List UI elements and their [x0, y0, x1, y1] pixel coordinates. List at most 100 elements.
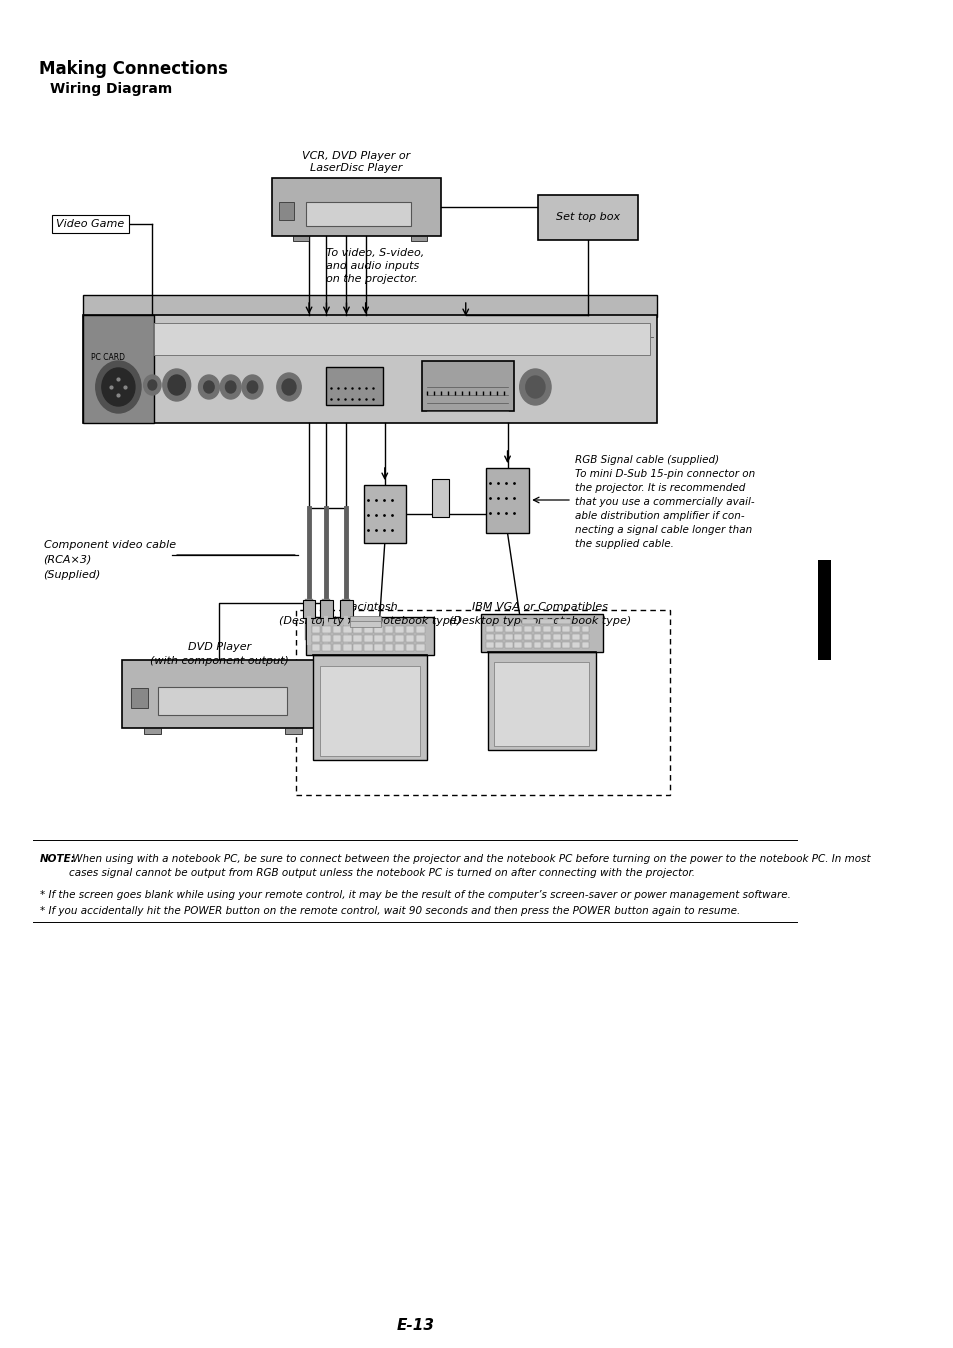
Bar — [284, 728, 302, 735]
Bar — [533, 642, 541, 648]
Bar — [303, 600, 314, 617]
Bar — [432, 479, 449, 518]
Bar — [416, 625, 424, 634]
Bar — [411, 236, 426, 241]
Circle shape — [247, 381, 257, 394]
Bar — [523, 634, 532, 640]
Bar — [533, 634, 541, 640]
Bar — [322, 625, 331, 634]
Bar — [552, 625, 560, 632]
Bar — [374, 644, 383, 651]
Circle shape — [144, 375, 161, 395]
Bar — [552, 634, 560, 640]
Bar — [374, 635, 383, 642]
Bar — [350, 620, 381, 627]
Bar — [561, 625, 570, 632]
Bar — [405, 635, 414, 642]
Bar — [581, 634, 589, 640]
Bar — [557, 619, 571, 624]
Text: (Supplied): (Supplied) — [44, 570, 101, 580]
Circle shape — [198, 375, 219, 399]
Bar — [514, 642, 522, 648]
Bar — [504, 634, 512, 640]
Bar — [537, 195, 638, 240]
Circle shape — [276, 373, 301, 400]
Circle shape — [95, 361, 141, 412]
Bar — [294, 236, 309, 241]
Circle shape — [168, 375, 185, 395]
Bar — [572, 634, 579, 640]
Circle shape — [282, 379, 295, 395]
Bar — [83, 315, 154, 423]
Bar — [485, 625, 493, 632]
Bar — [353, 635, 362, 642]
Bar — [485, 468, 529, 532]
Circle shape — [225, 381, 235, 394]
Bar — [416, 635, 424, 642]
Bar — [154, 324, 650, 355]
Bar — [322, 644, 331, 651]
Bar — [581, 642, 589, 648]
Text: Set top box: Set top box — [555, 212, 619, 222]
Bar — [278, 202, 294, 220]
Bar — [485, 642, 493, 648]
Bar — [514, 625, 522, 632]
Bar — [395, 625, 403, 634]
Bar — [343, 644, 352, 651]
Bar — [487, 652, 596, 749]
Circle shape — [102, 368, 134, 406]
Text: (Desktop type or notebook type): (Desktop type or notebook type) — [448, 616, 630, 625]
Text: Component video cable: Component video cable — [44, 541, 175, 550]
Bar — [495, 634, 502, 640]
Bar — [523, 642, 532, 648]
Bar — [552, 642, 560, 648]
Bar — [480, 613, 602, 652]
Text: (with component output): (with component output) — [150, 656, 289, 666]
Bar — [83, 315, 657, 423]
Text: * If the screen goes blank while using your remote control, it may be the result: * If the screen goes blank while using y… — [40, 890, 790, 900]
Bar — [422, 361, 513, 411]
Bar — [350, 616, 381, 621]
Bar — [384, 635, 393, 642]
Bar — [522, 619, 536, 624]
Text: Macintosh: Macintosh — [341, 603, 397, 612]
Text: RGB Signal cable (supplied)
To mini D-Sub 15-pin connector on
the projector. It : RGB Signal cable (supplied) To mini D-Su… — [574, 456, 754, 549]
Text: VCR, DVD Player or
LaserDisc Player: VCR, DVD Player or LaserDisc Player — [301, 151, 410, 173]
Bar — [405, 625, 414, 634]
Bar — [818, 559, 830, 661]
Circle shape — [525, 376, 544, 398]
Bar — [495, 625, 502, 632]
Text: PC CARD: PC CARD — [91, 353, 125, 363]
Bar — [405, 644, 414, 651]
Bar — [320, 600, 333, 617]
Bar — [561, 634, 570, 640]
Bar — [363, 485, 405, 543]
Text: Making Connections: Making Connections — [39, 61, 228, 78]
Bar — [320, 666, 419, 756]
Bar — [572, 625, 579, 632]
Bar — [542, 642, 551, 648]
Bar — [374, 625, 383, 634]
Bar — [312, 625, 320, 634]
Bar — [333, 644, 341, 651]
Bar — [122, 661, 317, 728]
Bar — [131, 687, 148, 708]
Circle shape — [519, 369, 551, 404]
Bar — [539, 619, 553, 624]
Text: Video Game: Video Game — [56, 218, 125, 229]
Bar — [384, 625, 393, 634]
Bar — [504, 642, 512, 648]
Text: DVD Player: DVD Player — [188, 642, 251, 652]
Bar — [295, 611, 670, 795]
Bar — [340, 600, 353, 617]
Text: (Desktop type or notebook type): (Desktop type or notebook type) — [278, 616, 460, 625]
Bar — [542, 634, 551, 640]
Bar — [353, 644, 362, 651]
Bar — [353, 625, 362, 634]
Bar — [83, 295, 657, 317]
Bar — [523, 625, 532, 632]
Text: IBM VGA or Compatibles: IBM VGA or Compatibles — [471, 603, 607, 612]
Bar — [333, 635, 341, 642]
Text: E-13: E-13 — [395, 1318, 434, 1333]
Circle shape — [242, 375, 263, 399]
